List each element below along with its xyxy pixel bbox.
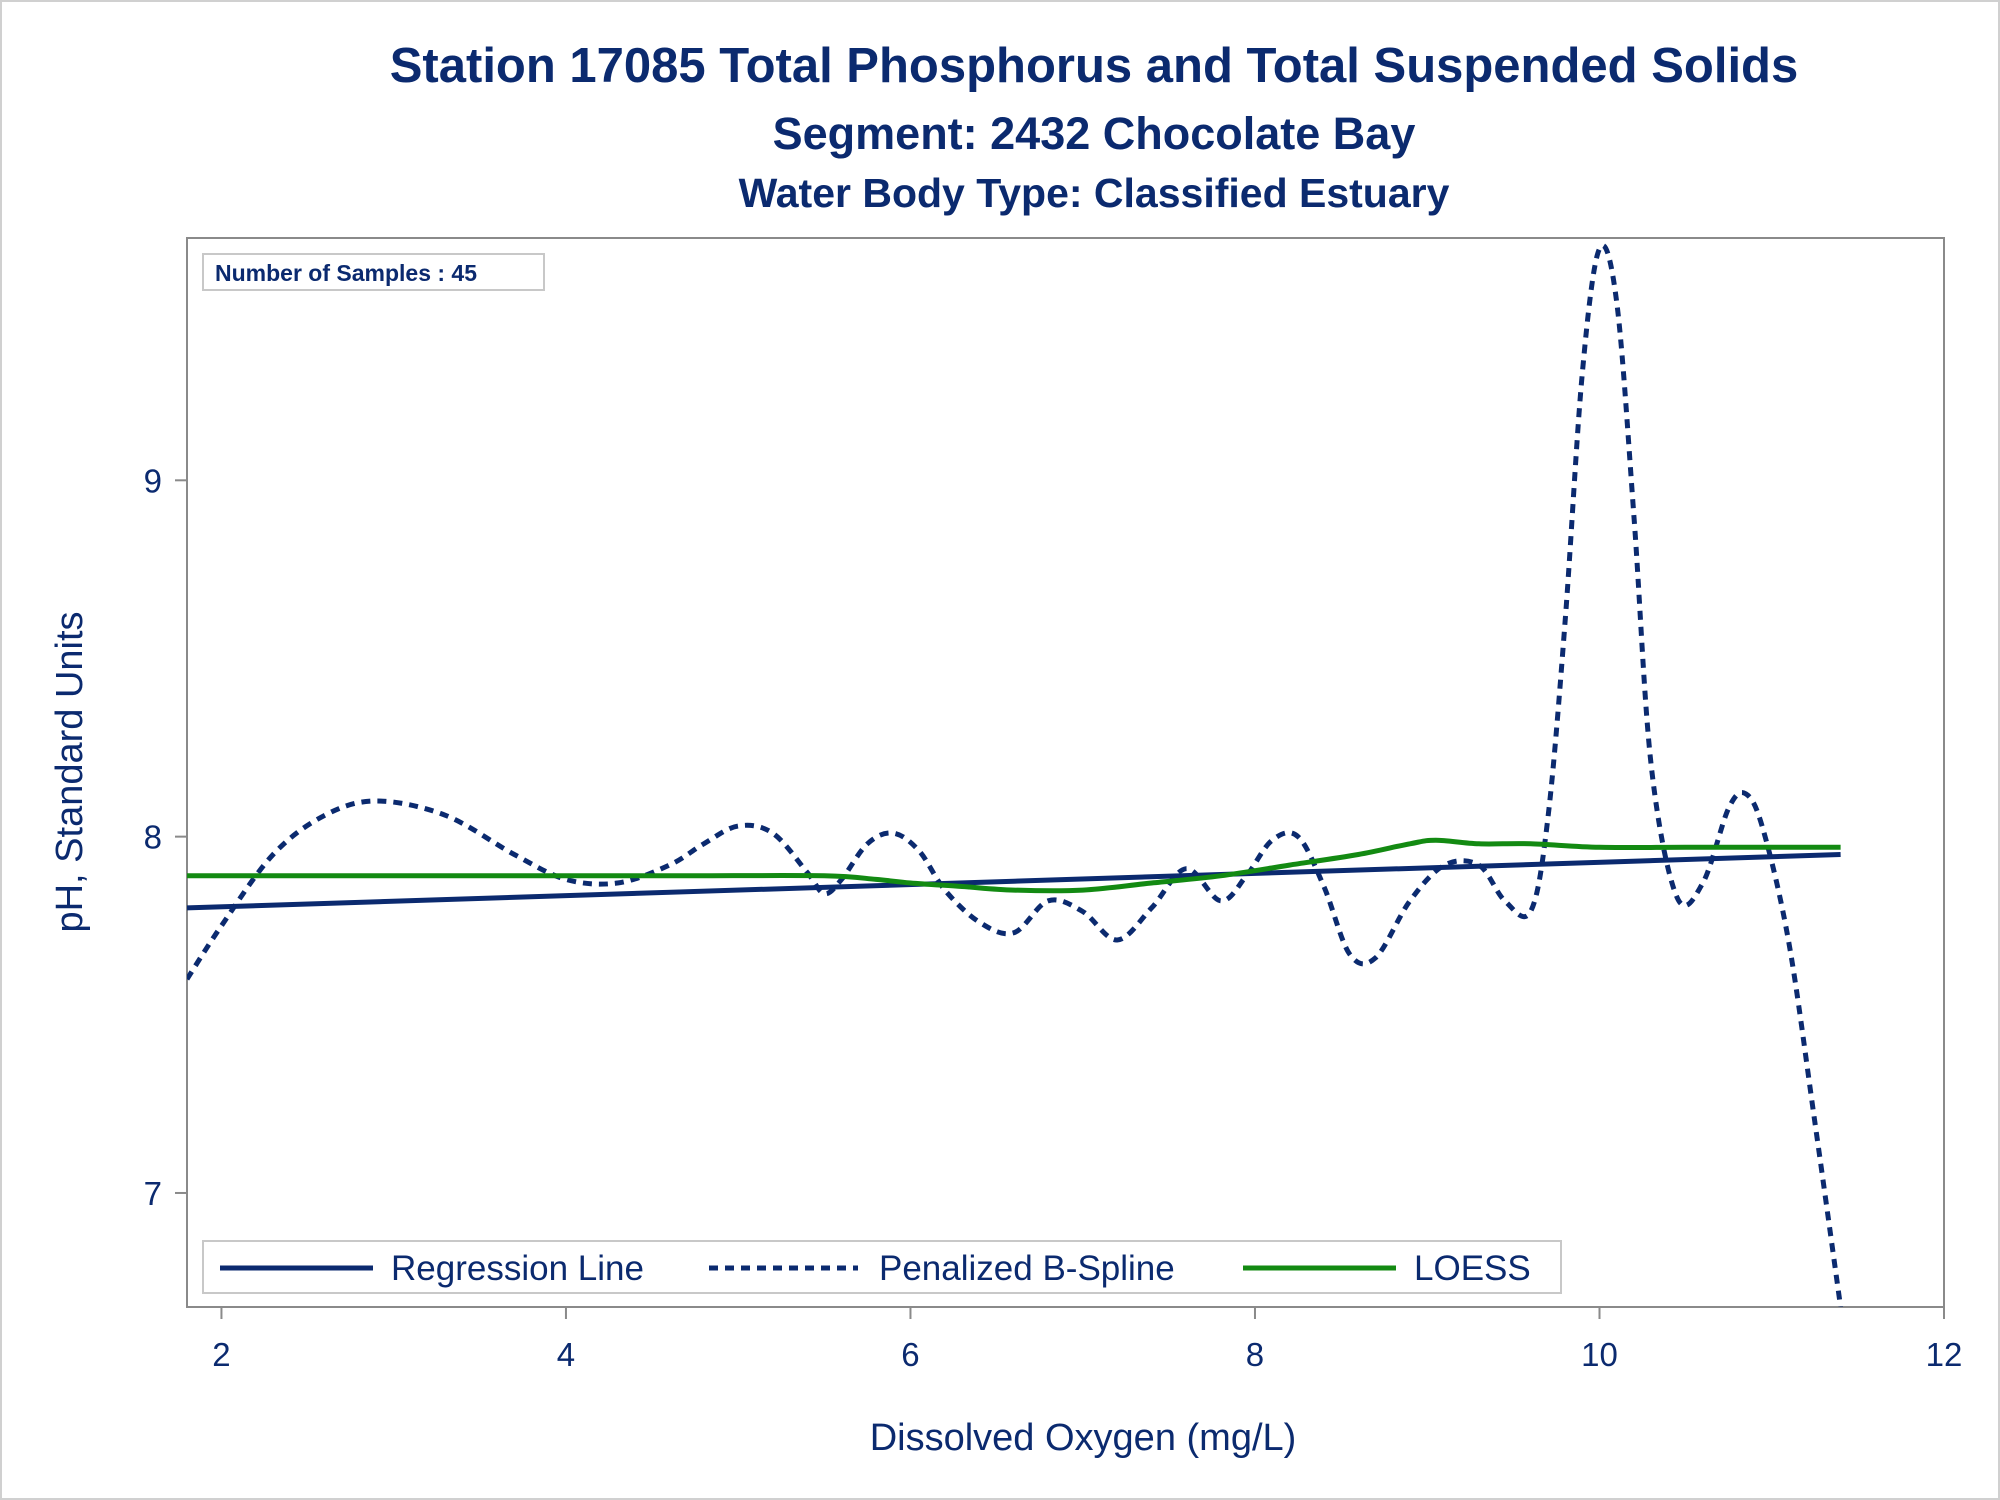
x-tick-label: 10 bbox=[1581, 1336, 1618, 1373]
series-line-loess bbox=[187, 837, 1841, 894]
y-axis-label: pH, Standard Units bbox=[49, 611, 91, 932]
series-line-regression-line bbox=[187, 852, 1841, 911]
series-line-penalized-b-spline bbox=[187, 243, 1844, 1307]
x-tick-label: 12 bbox=[1926, 1336, 1963, 1373]
legend-label-penalized-b-spline: Penalized B-Spline bbox=[879, 1249, 1175, 1288]
annotation-box bbox=[202, 253, 545, 291]
chart-subtitle-waterbody: Water Body Type: Classified Estuary bbox=[738, 170, 1450, 216]
x-tick-label: 6 bbox=[901, 1336, 919, 1373]
y-tick-label: 8 bbox=[144, 819, 162, 856]
legend-label-regression-line: Regression Line bbox=[391, 1249, 644, 1288]
y-tick-label: 9 bbox=[144, 462, 162, 499]
axes-group: 2 4 6 8 10 12 7 8 9 bbox=[144, 462, 1963, 1373]
x-tick-label: 8 bbox=[1246, 1336, 1264, 1373]
plot-area bbox=[186, 237, 1945, 1308]
chart-title: Station 17085 Total Phosphorus and Total… bbox=[389, 39, 1799, 93]
sample-count-annotation: Number of Samples : 45 bbox=[202, 253, 545, 291]
sample-count-text: Number of Samples : 45 bbox=[215, 260, 477, 286]
x-tick-label: 2 bbox=[212, 1336, 230, 1373]
x-axis-label: Dissolved Oxygen (mg/L) bbox=[870, 1417, 1297, 1459]
y-tick-label: 7 bbox=[144, 1175, 162, 1212]
series-group bbox=[187, 243, 1844, 1307]
legend: Regression Line Penalized B-Spline LOESS bbox=[202, 1240, 1562, 1294]
legend-label-loess: LOESS bbox=[1414, 1249, 1531, 1288]
chart-subtitle-segment: Segment: 2432 Chocolate Bay bbox=[772, 108, 1416, 159]
x-tick-label: 4 bbox=[557, 1336, 575, 1373]
